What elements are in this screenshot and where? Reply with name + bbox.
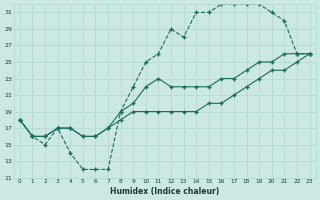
X-axis label: Humidex (Indice chaleur): Humidex (Indice chaleur) <box>110 187 219 196</box>
